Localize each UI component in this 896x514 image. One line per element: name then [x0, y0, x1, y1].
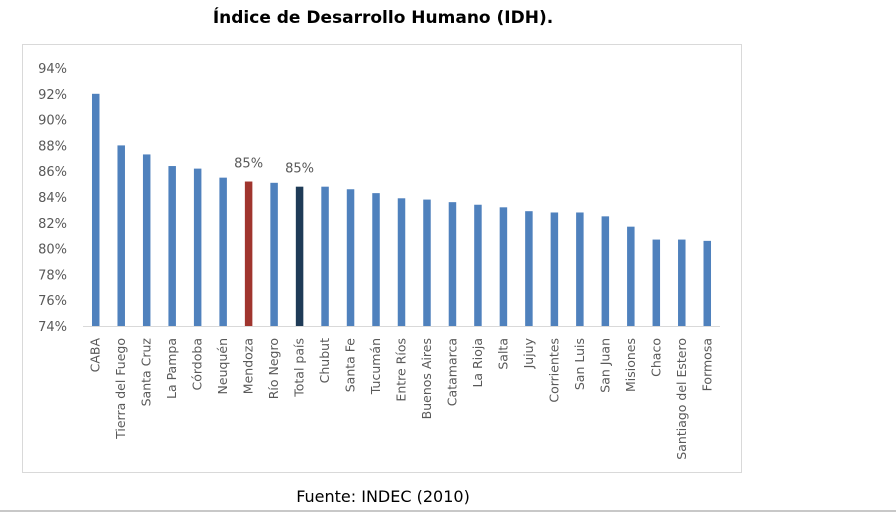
x-tick-label: Mendoza — [241, 338, 256, 394]
x-tick-label: San Juan — [597, 338, 612, 393]
x-tick-label: Neuquén — [215, 338, 230, 394]
y-tick-label: 82% — [38, 217, 67, 232]
bar-la-rioja — [474, 204, 482, 326]
bar-santiago-del-estero — [678, 239, 686, 326]
x-tick-label: Corrientes — [546, 338, 561, 403]
y-tick-label: 74% — [38, 320, 67, 335]
x-tick-label: La Pampa — [164, 338, 179, 399]
bar-c-rdoba — [193, 168, 202, 326]
x-tick-label: Tierra del Fuego — [113, 338, 128, 440]
x-tick-label: Tucumán — [368, 338, 383, 395]
y-tick-label: 90% — [38, 114, 67, 129]
y-tick-label: 86% — [38, 165, 67, 180]
y-tick-label: 94% — [38, 62, 67, 77]
x-tick-label: Salta — [495, 338, 510, 370]
data-label: 85% — [285, 162, 314, 177]
bar-la-pampa — [168, 166, 176, 326]
bar-chart: 74% 76% 78% 80% 82% 84% 86% 88% 90% 92% 94% CABA Tie… — [38, 62, 720, 460]
x-tick-label: Santa Cruz — [139, 338, 154, 407]
x-tick-label: Formosa — [699, 338, 714, 391]
bar-salta — [499, 207, 508, 326]
x-tick-label: Buenos Aires — [419, 338, 434, 419]
bar-neuqu-n — [219, 177, 227, 326]
bar-tierra-del-fuego — [117, 145, 125, 326]
bar-jujuy — [525, 211, 533, 326]
bar-catamarca — [448, 202, 457, 326]
bar-mendoza — [244, 181, 253, 326]
y-tick-label: 92% — [38, 88, 67, 103]
x-tick-label: Chubut — [317, 338, 332, 383]
x-tick-label: Entre Ríos — [394, 338, 409, 402]
x-tick-label: Misiones — [623, 338, 638, 392]
bar-entre-r-os — [397, 198, 406, 326]
chart-area: 74% 76% 78% 80% 82% 84% 86% 88% 90% 92% 94% CABA Tie… — [22, 44, 742, 473]
bar-buenos-aires — [423, 199, 431, 326]
x-tick-label: Chaco — [648, 338, 663, 377]
bar-formosa — [703, 240, 712, 326]
y-tick-label: 88% — [38, 139, 67, 154]
y-tick-label: 80% — [38, 243, 67, 258]
bar-tucum-n — [372, 193, 380, 326]
bar-chubut — [321, 186, 329, 326]
x-tick-label: Catamarca — [444, 338, 459, 406]
bar-r-o-negro — [270, 182, 278, 326]
bar-santa-cruz — [142, 154, 151, 326]
bar-caba — [91, 93, 100, 326]
bottom-divider — [0, 510, 896, 512]
x-tick-label: CABA — [88, 338, 103, 373]
y-tick-label: 78% — [38, 268, 67, 283]
bar-santa-fe — [346, 189, 355, 326]
bar-total-pa-s — [295, 186, 304, 326]
x-tick-label: Total país — [292, 338, 307, 398]
x-tick-label: Jujuy — [521, 337, 536, 369]
x-tick-label: San Luis — [572, 338, 587, 390]
y-tick-label: 76% — [38, 294, 67, 309]
chart-title: Índice de Desarrollo Humano (IDH). — [212, 8, 554, 28]
data-label: 85% — [234, 157, 263, 172]
x-tick-label: Santa Fe — [343, 338, 358, 393]
x-tick-label: La Rioja — [470, 338, 485, 388]
x-tick-label: Santiago del Estero — [674, 338, 689, 460]
bar-san-juan — [601, 216, 610, 326]
x-tick-label: Córdoba — [190, 338, 205, 390]
bar-san-luis — [576, 212, 584, 326]
bar-chaco — [652, 239, 661, 326]
source-note: Fuente: INDEC (2010) — [296, 487, 470, 506]
bar-misiones — [627, 226, 635, 326]
y-tick-label: 84% — [38, 191, 67, 206]
bar-corrientes — [550, 212, 559, 326]
x-tick-label: Río Negro — [266, 338, 281, 399]
